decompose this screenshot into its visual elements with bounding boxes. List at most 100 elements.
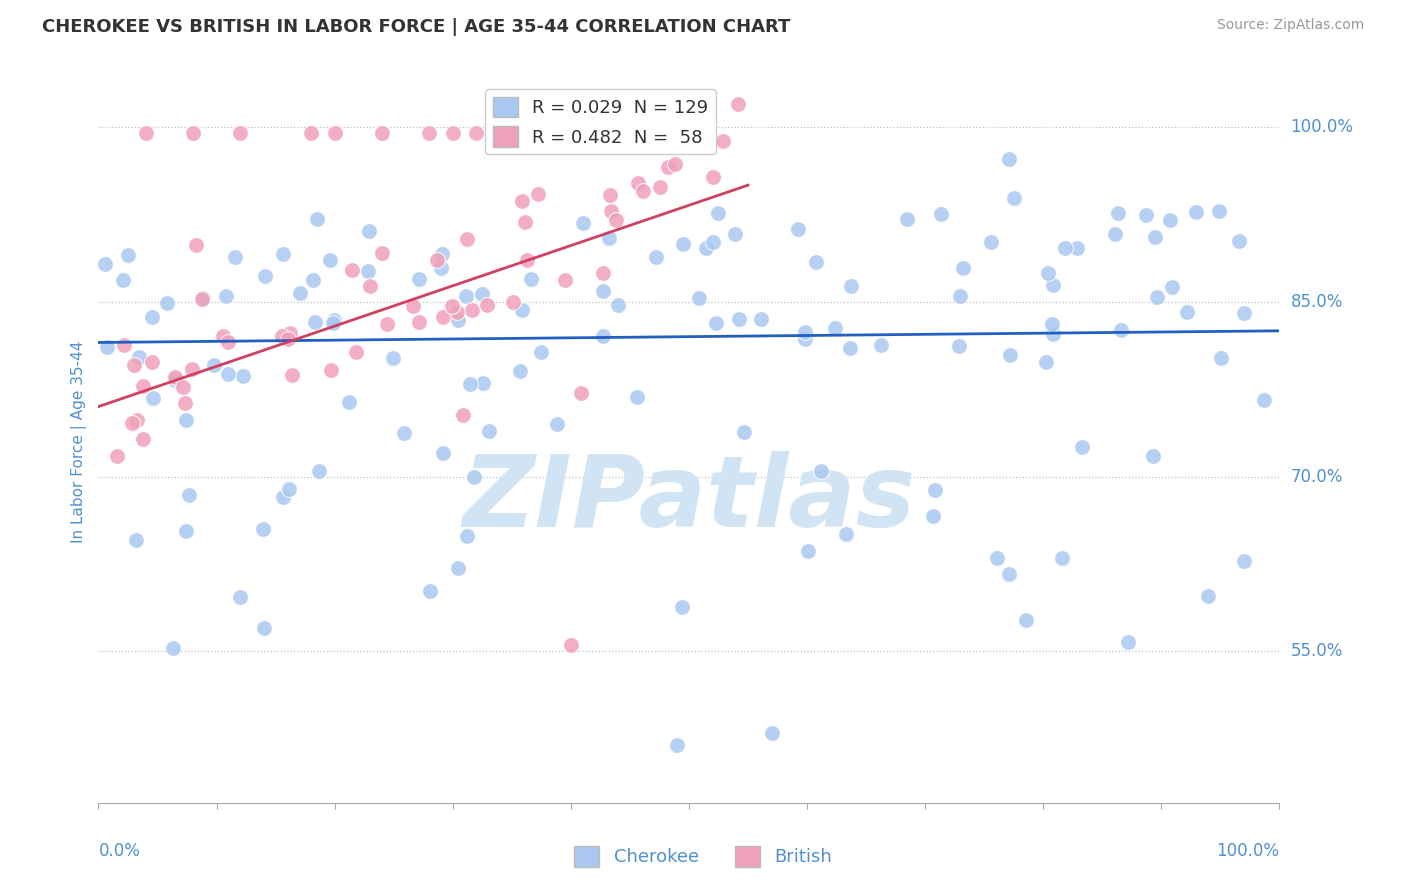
Point [835, 527, 858, 541]
Point [1135, 208, 1157, 222]
Point [1107, 205, 1129, 219]
Point [131, 379, 153, 393]
Point [520, 272, 543, 286]
Point [357, 223, 380, 237]
Point [96, 340, 118, 354]
Point [471, 287, 494, 301]
Point [1036, 266, 1059, 280]
Point [429, 261, 451, 276]
Point [377, 317, 399, 331]
Point [302, 273, 325, 287]
Point [986, 551, 1008, 566]
Point [454, 289, 477, 303]
Point [1066, 241, 1088, 255]
Point [510, 194, 533, 208]
Text: 100.0%: 100.0% [1291, 118, 1354, 136]
Point [232, 369, 254, 384]
Point [980, 235, 1002, 249]
Point [156, 295, 179, 310]
Point [1146, 290, 1168, 304]
Point [94, 257, 117, 271]
Point [281, 368, 304, 382]
Point [356, 264, 378, 278]
Point [664, 137, 686, 152]
Point [516, 253, 538, 268]
Point [179, 487, 201, 501]
Point [446, 305, 468, 319]
Point [592, 266, 614, 280]
Point [711, 134, 734, 148]
Point [371, 246, 394, 260]
Point [1161, 279, 1184, 293]
Point [1000, 348, 1022, 362]
Point [408, 315, 430, 329]
Point [202, 358, 225, 372]
Point [707, 205, 730, 219]
Point [359, 278, 381, 293]
Point [381, 351, 404, 365]
Point [461, 303, 484, 318]
Point [142, 391, 165, 405]
Point [441, 299, 464, 313]
Point [371, 126, 394, 140]
Point [631, 185, 654, 199]
Point [509, 364, 531, 378]
Text: 70.0%: 70.0% [1291, 467, 1343, 485]
Point [824, 321, 846, 335]
Point [447, 561, 470, 575]
Text: ZIPatlas: ZIPatlas [463, 450, 915, 548]
Point [787, 222, 810, 236]
Point [554, 131, 576, 145]
Point [627, 176, 650, 190]
Point [337, 395, 360, 409]
Point [599, 188, 621, 202]
Point [728, 312, 751, 326]
Point [1015, 613, 1038, 627]
Point [598, 231, 620, 245]
Point [471, 376, 494, 391]
Point [463, 469, 485, 483]
Point [319, 363, 342, 377]
Point [253, 621, 276, 635]
Point [121, 416, 143, 430]
Point [127, 413, 149, 427]
Point [527, 187, 550, 202]
Point [217, 367, 239, 381]
Point [252, 522, 274, 536]
Point [112, 338, 135, 352]
Point [797, 544, 820, 558]
Point [554, 273, 576, 287]
Point [761, 726, 783, 740]
Point [340, 262, 363, 277]
Point [128, 350, 150, 364]
Point [228, 590, 250, 604]
Point [924, 483, 946, 497]
Point [793, 325, 815, 339]
Point [408, 271, 430, 285]
Point [174, 524, 197, 539]
Point [1233, 306, 1256, 320]
Point [1040, 317, 1063, 331]
Point [165, 369, 187, 384]
Point [271, 328, 294, 343]
Point [419, 583, 441, 598]
Point [922, 508, 945, 523]
Point [1142, 450, 1164, 464]
Point [839, 341, 862, 355]
Point [1070, 440, 1092, 454]
Point [174, 396, 197, 410]
Point [1144, 230, 1167, 244]
Point [572, 216, 595, 230]
Point [105, 449, 128, 463]
Point [804, 255, 827, 269]
Point [1042, 326, 1064, 341]
Point [724, 227, 747, 242]
Point [447, 313, 470, 327]
Point [217, 335, 239, 350]
Point [605, 213, 627, 227]
Point [1208, 204, 1230, 219]
Point [176, 412, 198, 426]
Point [304, 315, 326, 329]
Point [191, 291, 214, 305]
Point [141, 354, 163, 368]
